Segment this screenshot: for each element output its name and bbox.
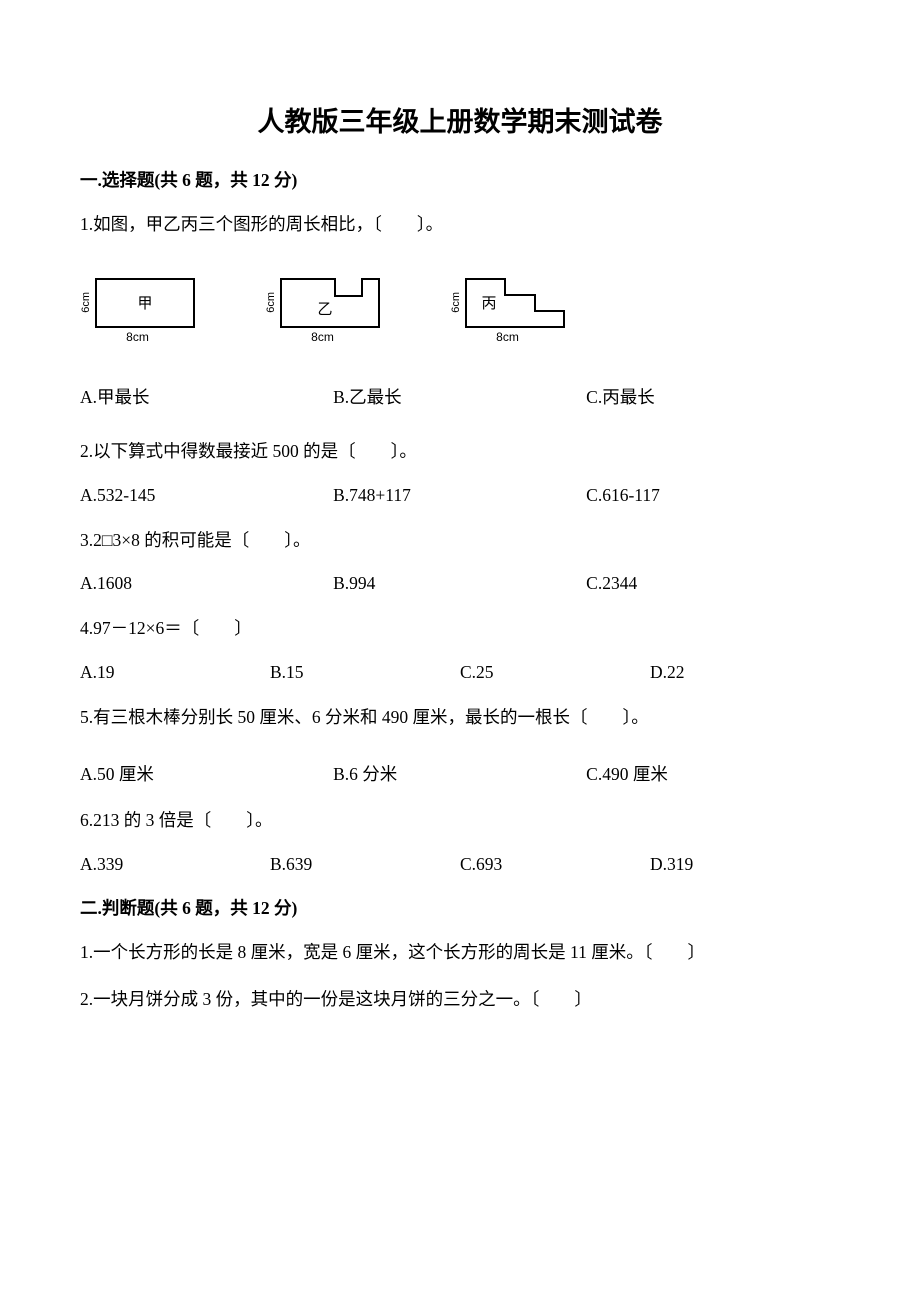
shape-jia-icon: 甲 bbox=[95, 278, 195, 328]
shape-label-yi: 乙 bbox=[317, 302, 332, 318]
q2-num: 2. bbox=[80, 441, 93, 461]
q4-body: 97－12×6＝〔 〕 bbox=[93, 618, 252, 638]
q3-opt-b: B.994 bbox=[333, 573, 586, 594]
q6-opt-c: C.693 bbox=[460, 854, 650, 875]
figure-bing-hlabel: 8cm bbox=[496, 330, 519, 344]
q2-opt-b: B.748+117 bbox=[333, 485, 586, 506]
q4-opt-b: B.15 bbox=[270, 662, 460, 683]
q6-opt-b: B.639 bbox=[270, 854, 460, 875]
q4-text: 4.97－12×6＝〔 〕 bbox=[80, 614, 840, 644]
q6-options: A.339 B.639 C.693 D.319 bbox=[80, 854, 840, 875]
q3-opt-a: A.1608 bbox=[80, 573, 333, 594]
page-title: 人教版三年级上册数学期末测试卷 bbox=[80, 100, 840, 139]
q5-num: 5. bbox=[80, 707, 93, 727]
q5-opt-c: C.490 厘米 bbox=[586, 761, 839, 786]
j1-num: 1. bbox=[80, 942, 93, 962]
figure-bing-vlabel: 6cm bbox=[450, 292, 462, 313]
q3-options: A.1608 B.994 C.2344 bbox=[80, 573, 840, 594]
j1: 1.一个长方形的长是 8 厘米，宽是 6 厘米，这个长方形的周长是 11 厘米。… bbox=[80, 938, 840, 968]
q5-opt-b: B.6 分米 bbox=[333, 761, 586, 786]
q4-options: A.19 B.15 C.25 D.22 bbox=[80, 662, 840, 683]
shape-label-bing: 丙 bbox=[481, 296, 496, 312]
q5-body: 有三根木棒分别长 50 厘米、6 分米和 490 厘米，最长的一根长〔 〕。 bbox=[93, 707, 649, 727]
figure-jia-vlabel: 6cm bbox=[80, 292, 92, 313]
q2-opt-c: C.616-117 bbox=[586, 485, 839, 506]
q1-opt-b: B.乙最长 bbox=[333, 384, 586, 409]
q3-num: 3. bbox=[80, 530, 93, 550]
figure-yi: 6cm 乙 8cm bbox=[265, 278, 380, 344]
q4-opt-d: D.22 bbox=[650, 662, 840, 683]
q2-opt-a: A.532-145 bbox=[80, 485, 333, 506]
j2-num: 2. bbox=[80, 989, 93, 1009]
q4-opt-c: C.25 bbox=[460, 662, 650, 683]
q6-body: 213 的 3 倍是〔 〕。 bbox=[93, 810, 272, 830]
shape-yi-icon: 乙 bbox=[280, 278, 380, 328]
q2-options: A.532-145 B.748+117 C.616-117 bbox=[80, 485, 840, 506]
j1-body: 一个长方形的长是 8 厘米，宽是 6 厘米，这个长方形的周长是 11 厘米。〔 … bbox=[93, 942, 705, 962]
q3-opt-c: C.2344 bbox=[586, 573, 839, 594]
q6-opt-d: D.319 bbox=[650, 854, 840, 875]
section2-header: 二.判断题(共 6 题，共 12 分) bbox=[80, 895, 840, 920]
figure-jia: 6cm 甲 8cm bbox=[80, 278, 195, 344]
q4-opt-a: A.19 bbox=[80, 662, 270, 683]
q1-num: 1. bbox=[80, 214, 93, 234]
q6-opt-a: A.339 bbox=[80, 854, 270, 875]
q5-options: A.50 厘米 B.6 分米 C.490 厘米 bbox=[80, 761, 840, 786]
q6-text: 6.213 的 3 倍是〔 〕。 bbox=[80, 806, 840, 836]
q1-body: 如图，甲乙丙三个图形的周长相比，〔 〕。 bbox=[93, 214, 443, 234]
q1-opt-a: A.甲最长 bbox=[80, 384, 333, 409]
q2-text: 2.以下算式中得数最接近 500 的是〔 〕。 bbox=[80, 437, 840, 467]
q2-body: 以下算式中得数最接近 500 的是〔 〕。 bbox=[93, 441, 417, 461]
q3-body: 2□3×8 的积可能是〔 〕。 bbox=[93, 530, 310, 550]
q1-options: A.甲最长 B.乙最长 C.丙最长 bbox=[80, 384, 840, 409]
j2-body: 一块月饼分成 3 份，其中的一份是这块月饼的三分之一。〔 〕 bbox=[93, 989, 592, 1009]
q3-text: 3.2□3×8 的积可能是〔 〕。 bbox=[80, 526, 840, 556]
figure-yi-hlabel: 8cm bbox=[311, 330, 334, 344]
q5-text: 5.有三根木棒分别长 50 厘米、6 分米和 490 厘米，最长的一根长〔 〕。 bbox=[80, 703, 840, 733]
figure-jia-hlabel: 8cm bbox=[126, 330, 149, 344]
j2: 2.一块月饼分成 3 份，其中的一份是这块月饼的三分之一。〔 〕 bbox=[80, 985, 840, 1015]
q5-opt-a: A.50 厘米 bbox=[80, 761, 333, 786]
q1-opt-c: C.丙最长 bbox=[586, 384, 839, 409]
q1-figures: 6cm 甲 8cm 6cm 乙 8cm 6cm 丙 8cm bbox=[80, 278, 840, 344]
q1-text: 1.如图，甲乙丙三个图形的周长相比，〔 〕。 bbox=[80, 210, 840, 240]
section1-header: 一.选择题(共 6 题，共 12 分) bbox=[80, 167, 840, 192]
figure-bing: 6cm 丙 8cm bbox=[450, 278, 565, 344]
figure-yi-vlabel: 6cm bbox=[265, 292, 277, 313]
q4-num: 4. bbox=[80, 618, 93, 638]
shape-label-jia: 甲 bbox=[137, 296, 152, 312]
shape-bing-icon: 丙 bbox=[465, 278, 565, 328]
q6-num: 6. bbox=[80, 810, 93, 830]
